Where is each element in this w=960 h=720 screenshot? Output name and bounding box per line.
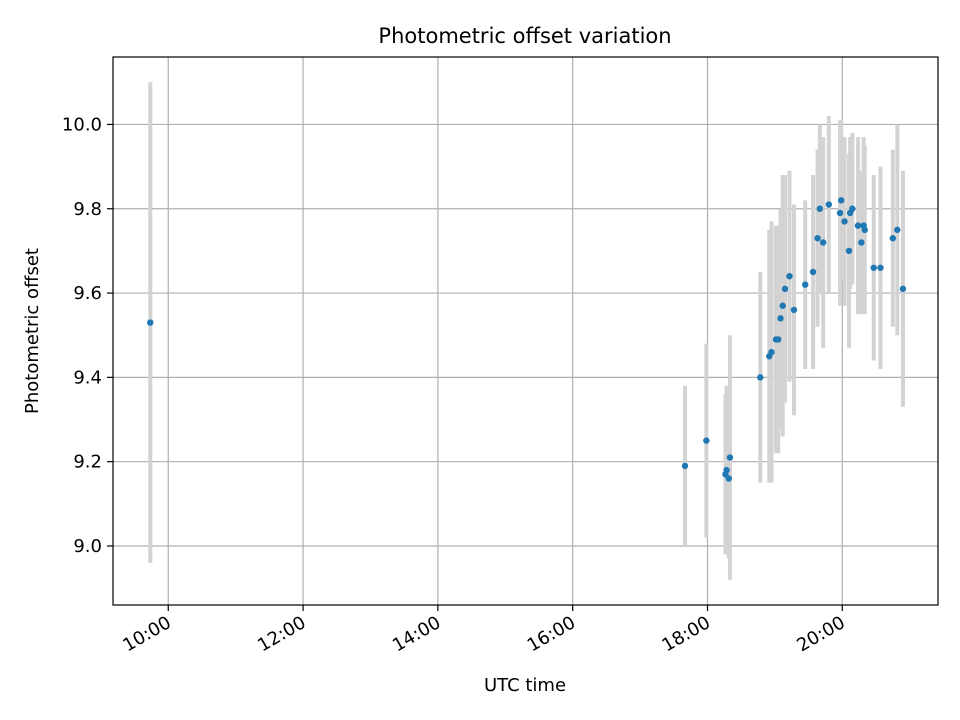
chart-title: Photometric offset variation	[378, 24, 671, 48]
y-tick-label: 9.2	[73, 452, 102, 473]
data-point	[858, 239, 865, 246]
data-point	[790, 306, 798, 314]
plot-frame	[112, 56, 939, 606]
data-point	[147, 319, 154, 326]
data-point	[814, 235, 821, 242]
data-point	[723, 466, 730, 474]
data-points	[147, 197, 907, 482]
data-point	[775, 336, 782, 343]
data-point	[841, 218, 848, 225]
data-point	[889, 235, 897, 242]
y-tick-label: 9.0	[73, 536, 102, 557]
data-point	[786, 273, 793, 280]
data-point	[825, 201, 833, 208]
data-point	[849, 205, 856, 212]
y-tick-label: 9.8	[73, 199, 102, 220]
x-axis-label: UTC time	[484, 675, 566, 696]
data-point	[877, 264, 884, 271]
data-point	[681, 462, 689, 470]
data-point	[861, 226, 868, 234]
data-point	[899, 285, 907, 293]
data-point	[781, 285, 789, 293]
data-point	[757, 374, 764, 381]
data-point	[725, 475, 733, 482]
data-point	[726, 454, 734, 461]
data-point	[809, 268, 817, 276]
data-point	[836, 209, 844, 217]
data-point	[703, 437, 710, 444]
y-axis-ticks: 9.0 9.2 9.4 9.6 9.8 10.0	[62, 114, 113, 557]
data-point	[819, 239, 827, 246]
y-axis-label: Photometric offset	[22, 248, 43, 414]
data-point	[816, 205, 824, 212]
y-tick-label: 9.4	[73, 367, 102, 388]
y-tick-label: 9.6	[73, 283, 102, 304]
data-point	[802, 281, 809, 288]
data-point	[768, 348, 775, 356]
data-point	[777, 315, 784, 322]
data-point	[845, 247, 853, 255]
data-point	[870, 264, 877, 271]
data-point	[894, 226, 901, 234]
y-tick-label: 10.0	[62, 114, 102, 135]
data-point	[837, 197, 845, 204]
data-point	[779, 302, 786, 309]
data-point	[854, 222, 862, 229]
